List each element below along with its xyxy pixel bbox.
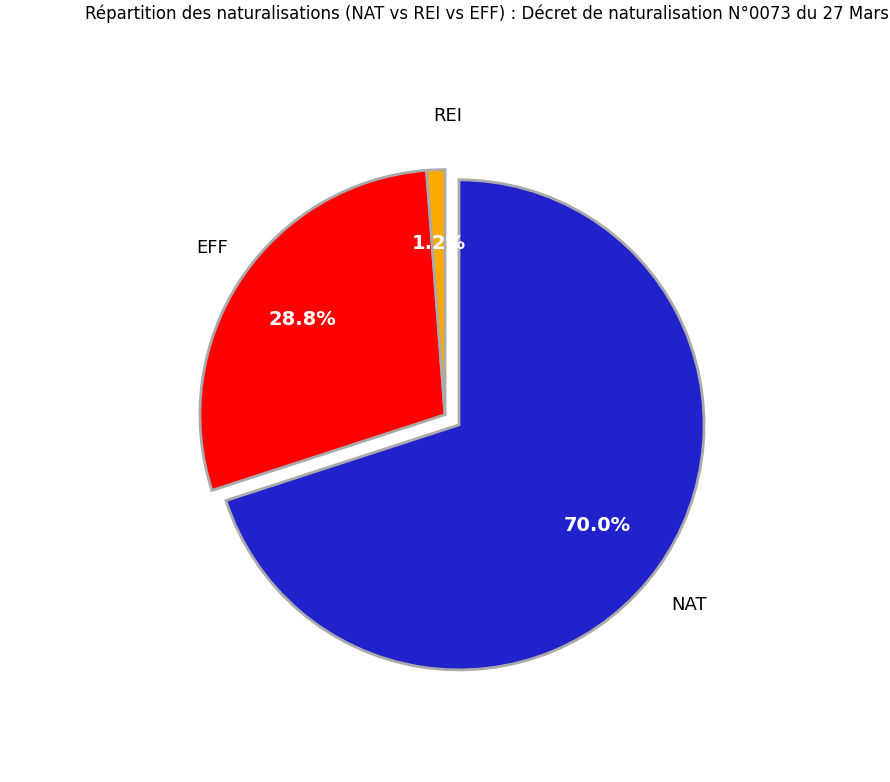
Wedge shape — [426, 170, 445, 414]
Text: NAT: NAT — [671, 596, 707, 614]
Wedge shape — [200, 170, 445, 490]
Text: Répartition des naturalisations (NAT vs REI vs EFF) : Décret de naturalisation N: Répartition des naturalisations (NAT vs … — [85, 5, 890, 23]
Text: 1.2%: 1.2% — [411, 234, 465, 253]
Text: EFF: EFF — [197, 239, 229, 257]
Wedge shape — [226, 180, 704, 670]
Text: REI: REI — [433, 107, 463, 125]
Text: 28.8%: 28.8% — [269, 310, 336, 328]
Text: 70.0%: 70.0% — [564, 516, 631, 535]
